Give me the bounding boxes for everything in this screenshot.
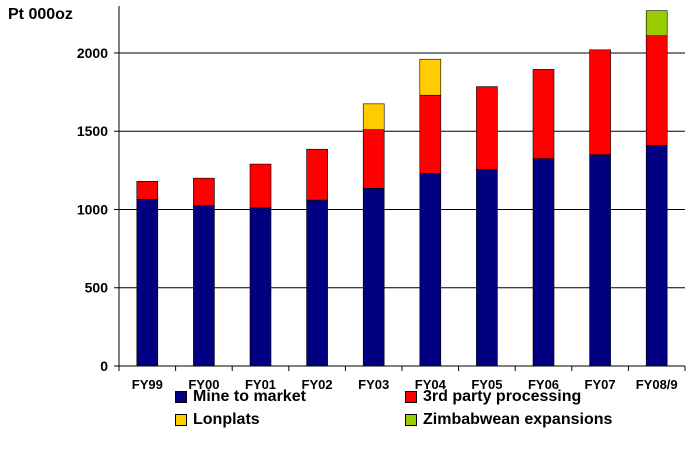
bar-segment [306, 148, 328, 201]
axes [114, 6, 686, 371]
y-tick-label: 2000 [77, 45, 108, 61]
legend-item: Mine to market [175, 388, 306, 406]
x-tick-label: FY08/9 [636, 377, 678, 392]
bar-segment [589, 49, 611, 155]
legend-item: Lonplats [175, 411, 260, 429]
bar-series [136, 10, 668, 367]
legend-swatch [175, 391, 187, 403]
y-tick-label: 1500 [77, 123, 108, 139]
bar-segment [532, 158, 555, 367]
bar-segment [249, 207, 272, 367]
bar-segment [532, 69, 555, 159]
bar-segment [645, 10, 668, 37]
legend-swatch [405, 414, 417, 426]
legend-swatch [405, 391, 417, 403]
x-tick-label: FY00 [188, 377, 219, 392]
y-axis-unit-label: Pt 000oz [8, 6, 73, 23]
legend-label: Lonplats [193, 411, 260, 428]
bar-segment [193, 177, 215, 206]
bar-segment [476, 86, 498, 170]
legend-label: Mine to market [193, 388, 306, 405]
x-tick-label: FY06 [528, 377, 559, 392]
legend-swatch [175, 414, 187, 426]
bar-segment [645, 35, 668, 146]
x-tick-label: FY05 [471, 377, 502, 392]
bar-segment [476, 169, 498, 367]
legend-item: Zimbabwean expansions [405, 411, 612, 429]
y-tick-label: 0 [100, 358, 108, 374]
bar-segment [136, 199, 159, 367]
bar-segment [136, 181, 159, 200]
x-tick-labels: FY99 FY00 FY01 FY02 FY03 FY04 FY05 FY06 FY07 FY08… [132, 377, 678, 392]
bar-segment [419, 173, 442, 367]
y-tick-labels: 0 500 1000 1500 2000 [77, 45, 108, 374]
x-tick-label: FY07 [585, 377, 616, 392]
bar-segment [362, 103, 385, 130]
bar-segment [362, 129, 385, 189]
x-tick-label: FY02 [302, 377, 333, 392]
bar-segment [249, 163, 272, 209]
bar-segment [362, 188, 385, 367]
y-tick-label: 500 [85, 280, 109, 296]
bar-segment [419, 94, 442, 174]
legend-label: 3rd party processing [423, 388, 582, 405]
bar-segment [589, 154, 611, 367]
x-tick-label: FY99 [132, 377, 163, 392]
y-tick-label: 1000 [77, 201, 108, 217]
legend-label: Zimbabwean expansions [423, 411, 613, 428]
x-tick-label: FY04 [415, 377, 447, 392]
legend-item: 3rd party processing [405, 388, 581, 406]
x-tick-label: FY03 [358, 377, 389, 392]
x-tick-label: FY01 [245, 377, 276, 392]
bar-segment [419, 58, 442, 96]
bar-segment [645, 145, 668, 367]
bar-segment [193, 205, 215, 367]
bar-segment [306, 199, 328, 367]
